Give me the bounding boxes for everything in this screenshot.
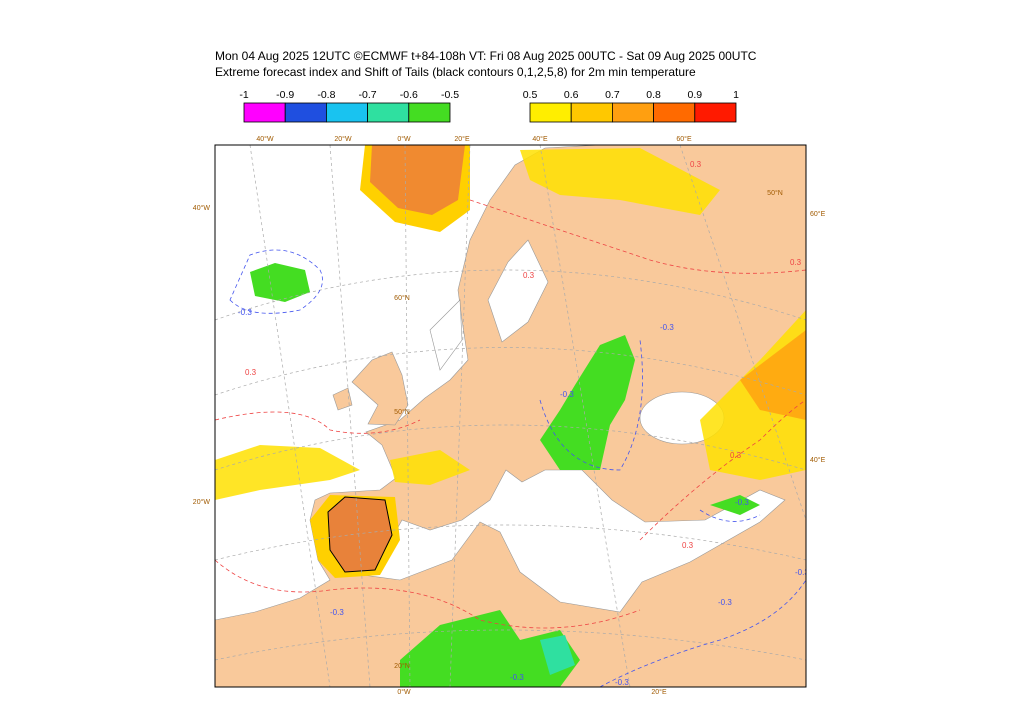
colorbar-box	[570, 102, 613, 123]
contour-label: 0.3	[790, 258, 802, 267]
colorbar-label: 0.9	[687, 89, 702, 101]
graticule-label: 0°W	[397, 135, 411, 143]
colorbar-label: -0.8	[317, 89, 335, 101]
map: 60°N 50°N 20°N 50°N -0.3 -0.3 -0.3 0.3 0.3 0.3 -0.…	[215, 145, 809, 687]
map-frame	[214, 144, 807, 688]
colorbar-label: -0.6	[400, 89, 418, 101]
colorbar-box	[694, 102, 737, 123]
contour-label: -0.3	[238, 308, 252, 317]
cold-anomaly	[400, 610, 580, 687]
contour-label: -0.3	[718, 598, 732, 607]
contour-label: -0.3	[660, 323, 674, 332]
contour-label: 0.3	[690, 160, 702, 169]
land	[332, 387, 353, 411]
contour-label: -0.3	[330, 608, 344, 617]
graticule-label: 60°N	[394, 294, 410, 302]
sea	[487, 239, 549, 343]
colorbar-label: 1	[733, 89, 739, 101]
graticule-label: 20°E	[651, 688, 667, 696]
colorbar-label: -0.5	[441, 89, 459, 101]
contour-label: 0.3	[730, 451, 742, 460]
graticule-label: 20°N	[394, 662, 410, 670]
warm-anomaly	[390, 450, 470, 485]
cold-anomaly	[540, 335, 635, 470]
graticule-label: 0°W	[397, 688, 411, 696]
cold-anomaly	[710, 495, 760, 515]
subtitle: Extreme forecast index and Shift of Tail…	[215, 65, 696, 79]
colorbar-label: 0.8	[646, 89, 661, 101]
colorbar-box	[367, 102, 410, 123]
contour-label: -0.3	[795, 568, 809, 577]
graticule-label: 20°W	[193, 498, 211, 506]
contour-label: -0.3	[615, 678, 629, 687]
warm-anomaly	[215, 445, 360, 500]
contour-label: -0.3	[560, 390, 574, 399]
graticule-label: 40°E	[532, 135, 548, 143]
graticule-label: 20°W	[334, 135, 352, 143]
colorbar-box	[408, 102, 451, 123]
sea	[429, 299, 463, 371]
graticule-label: 40°W	[193, 204, 211, 212]
legends: -1 -0.9 -0.8 -0.7 -0.6 -0.5 0.5 0.6 0.7 0.8 0.9 1	[239, 89, 739, 123]
contours	[215, 199, 806, 687]
cold-anomaly	[250, 263, 310, 302]
colorbar-box	[529, 102, 572, 123]
colorbar-label: -0.9	[276, 89, 294, 101]
colorbar-label: -1	[239, 89, 248, 101]
colorbar-box	[243, 102, 286, 123]
graticule-label: 40°W	[256, 135, 274, 143]
title: Mon 04 Aug 2025 12UTC ©ECMWF t+84-108h V…	[215, 49, 757, 63]
graticule-label: 50°N	[767, 189, 783, 197]
colorbar-label: 0.7	[605, 89, 620, 101]
colorbar-box	[653, 102, 696, 123]
colorbar-box	[612, 102, 655, 123]
colorbar-label: 0.5	[523, 89, 538, 101]
warm-anomaly	[520, 148, 720, 215]
frame-labels: 40°W 20°W 0°W 20°E 40°E 60°E 40°W 20°W 60°E 40°E 0…	[193, 135, 826, 696]
graticule-label: 50°N	[394, 408, 410, 416]
graticule-label: 20°E	[454, 135, 470, 143]
cold-anomaly	[540, 635, 575, 675]
contour-label: -0.3	[510, 673, 524, 682]
land	[351, 351, 409, 426]
warm-anomaly	[327, 496, 393, 573]
graticule-label: 60°E	[810, 210, 826, 218]
contour-label: 0.3	[523, 271, 535, 280]
colorbar-label: -0.7	[359, 89, 377, 101]
colorbar-box	[325, 102, 368, 123]
contour-label: -0.3	[735, 498, 749, 507]
contour-label: 0.3	[682, 541, 694, 550]
map-labels: 60°N 50°N 20°N 50°N -0.3 -0.3 -0.3 0.3 0.3 0.3 -0.…	[238, 160, 809, 687]
colorbar-label: 0.6	[564, 89, 579, 101]
graticule-label: 40°E	[810, 456, 826, 464]
graticule	[215, 145, 806, 687]
colorbar-box	[284, 102, 327, 123]
warm-anomaly	[740, 330, 806, 420]
warm-anomaly	[370, 145, 465, 215]
graticule-label: 60°E	[676, 135, 692, 143]
contour-label: 0.3	[245, 368, 257, 377]
